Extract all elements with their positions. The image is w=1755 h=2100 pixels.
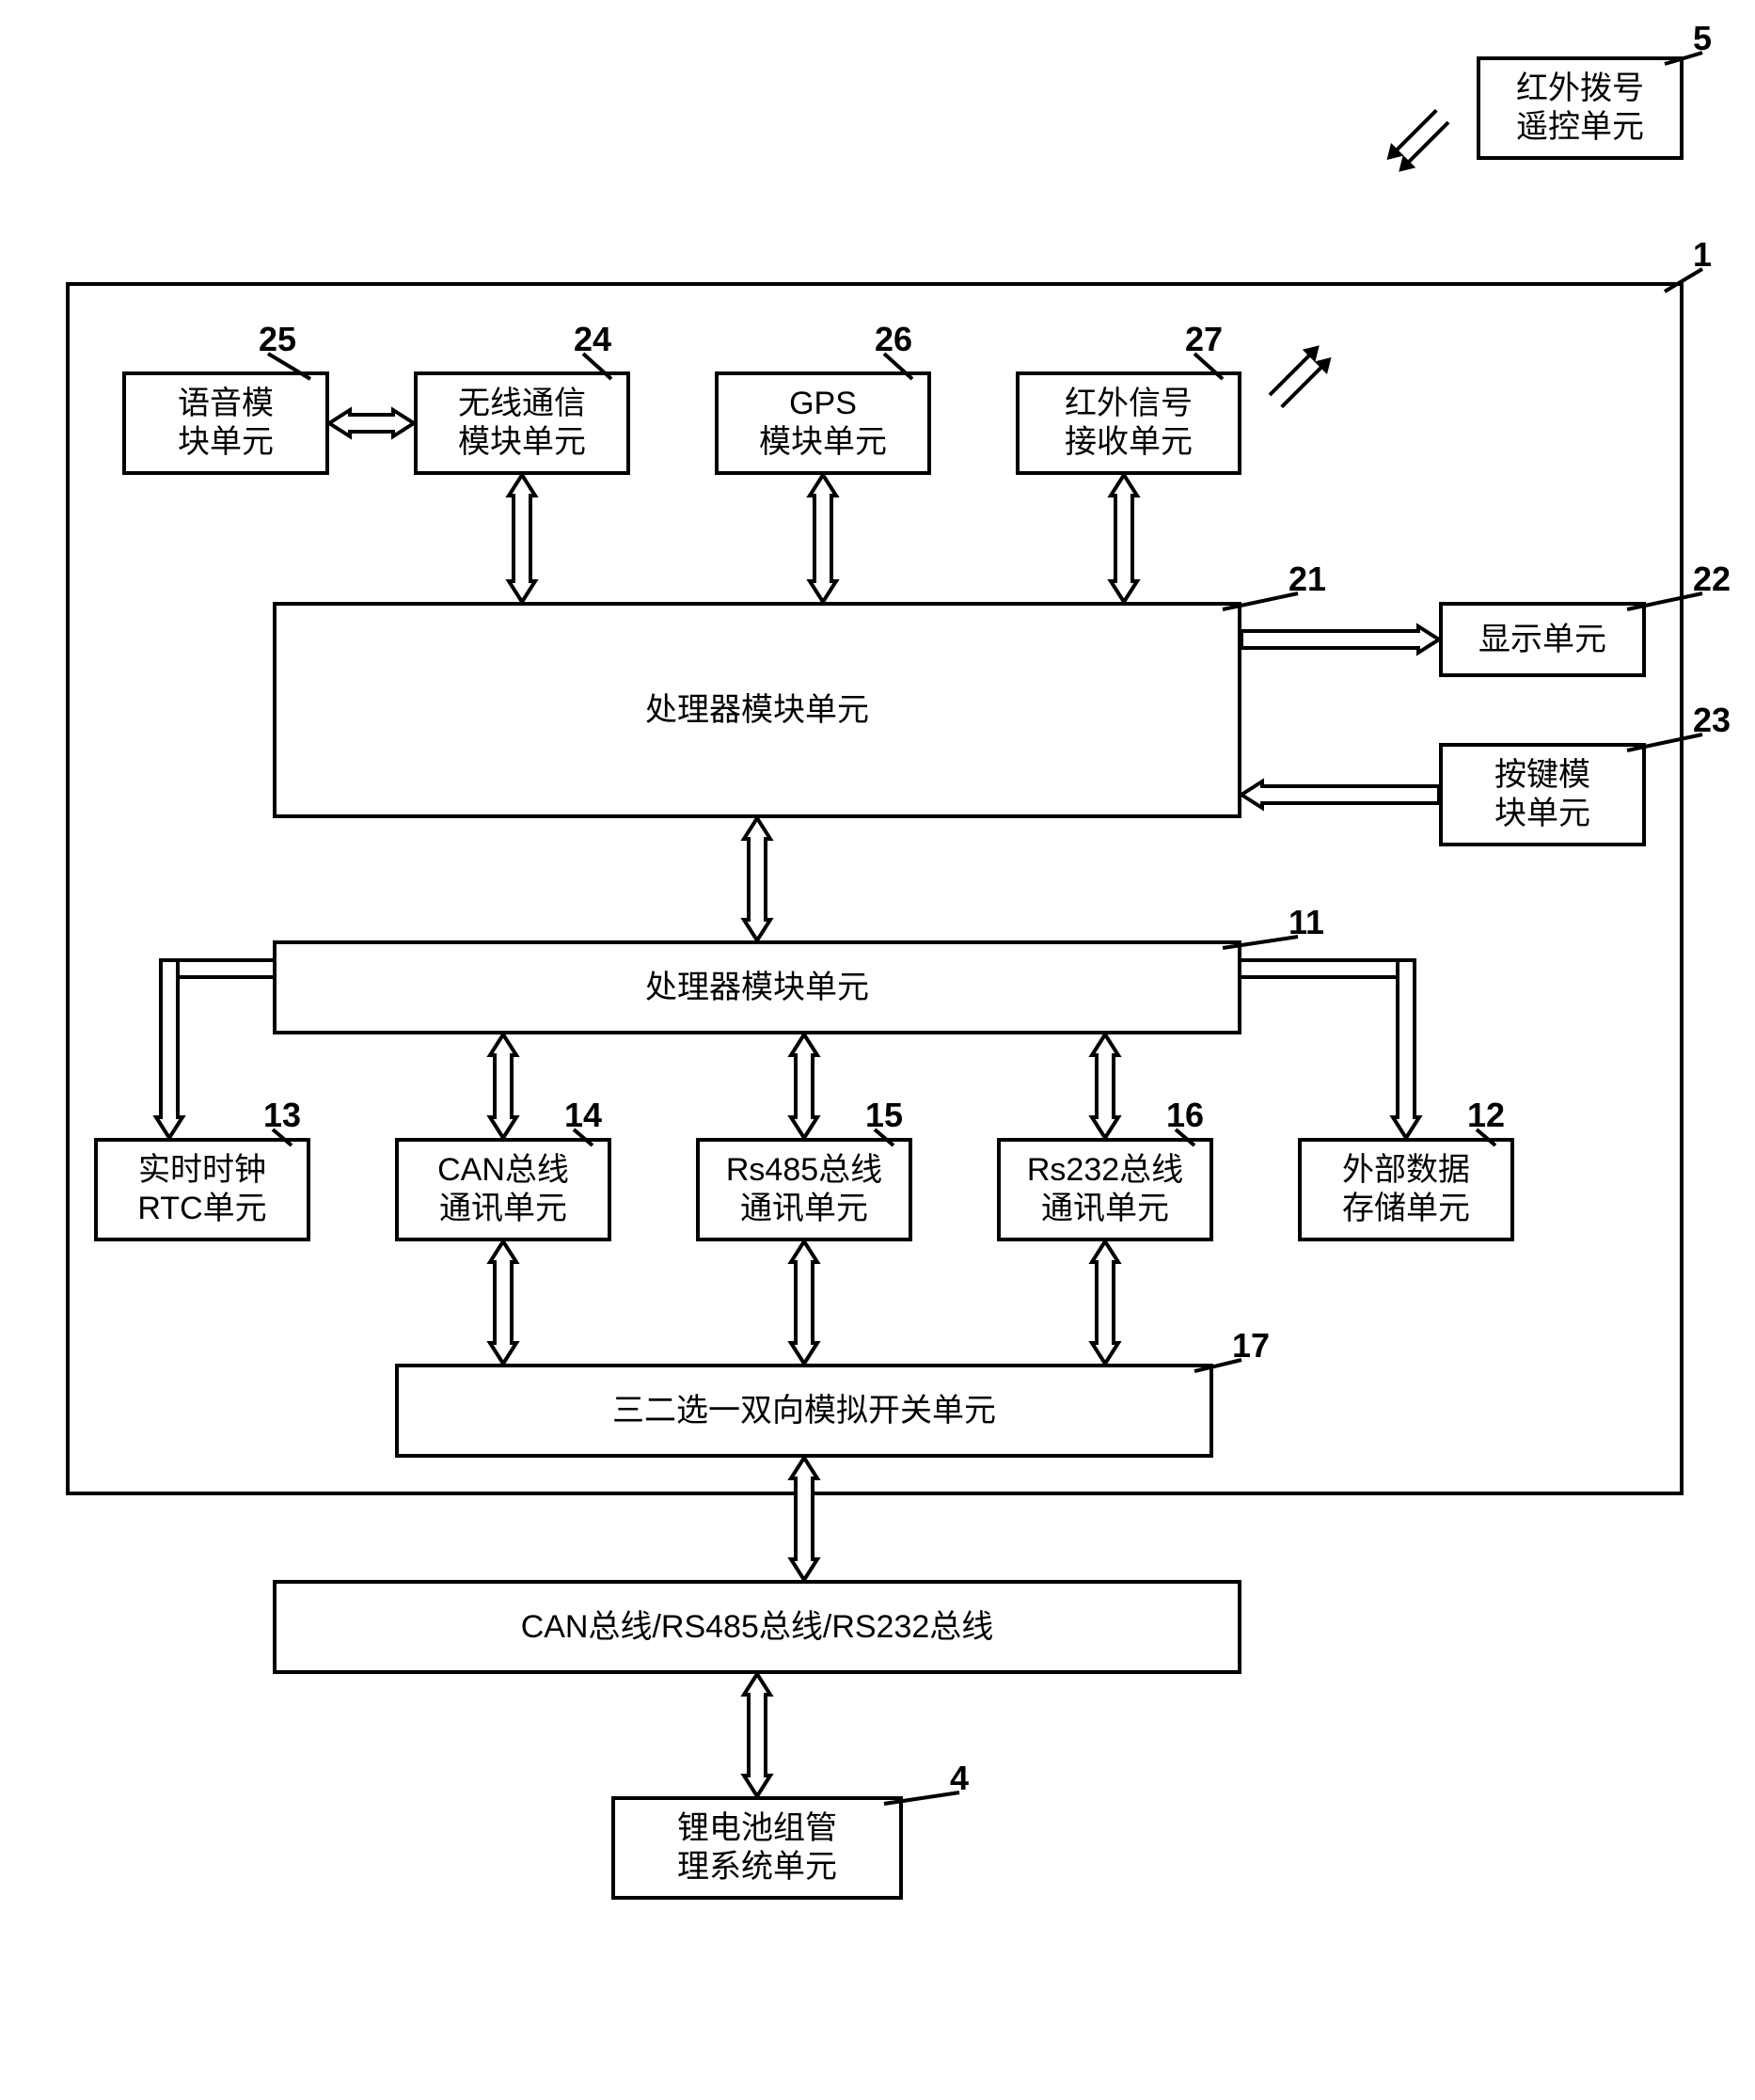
box-label-ext_store: 外部数据 存储单元 bbox=[1342, 1151, 1470, 1228]
box-rs232: Rs232总线 通讯单元 bbox=[997, 1138, 1213, 1241]
ref-label-display: 22 bbox=[1693, 560, 1731, 599]
ref-label-ir_remote: 5 bbox=[1693, 19, 1712, 58]
box-keypad: 按键模 块单元 bbox=[1439, 743, 1646, 846]
box-label-voice: 语音模 块单元 bbox=[178, 385, 274, 462]
ref-label-can: 14 bbox=[564, 1096, 602, 1135]
box-wireless: 无线通信 模块单元 bbox=[414, 371, 630, 475]
ref-label-battery: 4 bbox=[950, 1759, 969, 1798]
ref-label-ext_store: 12 bbox=[1467, 1096, 1505, 1135]
box-proc2: 处理器模块单元 bbox=[273, 940, 1241, 1034]
box-ir_remote: 红外拨号 遥控单元 bbox=[1477, 56, 1684, 160]
box-label-keypad: 按键模 块单元 bbox=[1494, 756, 1590, 833]
box-can: CAN总线 通讯单元 bbox=[395, 1138, 611, 1241]
box-battery: 锂电池组管 理系统单元 bbox=[611, 1796, 903, 1900]
box-label-rs485: Rs485总线 通讯单元 bbox=[726, 1151, 882, 1228]
box-label-battery: 锂电池组管 理系统单元 bbox=[677, 1809, 837, 1887]
ref-label-ir_recv: 27 bbox=[1185, 320, 1223, 359]
ref-label-rs485: 15 bbox=[865, 1096, 903, 1135]
ref-label-rs232: 16 bbox=[1166, 1096, 1204, 1135]
box-label-proc2: 处理器模块单元 bbox=[645, 969, 869, 1007]
arrow-bidir-v bbox=[744, 1674, 770, 1796]
ref-label-proc1: 21 bbox=[1289, 560, 1326, 599]
box-label-display: 显示单元 bbox=[1478, 621, 1606, 659]
box-label-ir_recv: 红外信号 接收单元 bbox=[1065, 385, 1193, 462]
ref-label-container: 1 bbox=[1693, 235, 1712, 275]
box-label-gps: GPS 模块单元 bbox=[759, 385, 887, 462]
ref-label-wireless: 24 bbox=[574, 320, 611, 359]
box-ir_recv: 红外信号 接收单元 bbox=[1016, 371, 1241, 475]
ref-label-gps: 26 bbox=[875, 320, 912, 359]
box-label-switch: 三二选一双向模拟开关单元 bbox=[612, 1392, 996, 1430]
ref-label-voice: 25 bbox=[259, 320, 296, 359]
box-label-ir_remote: 红外拨号 遥控单元 bbox=[1516, 70, 1644, 147]
box-label-can: CAN总线 通讯单元 bbox=[437, 1151, 569, 1228]
box-gps: GPS 模块单元 bbox=[715, 371, 931, 475]
ref-label-rtc: 13 bbox=[263, 1096, 301, 1135]
box-label-proc1: 处理器模块单元 bbox=[645, 691, 869, 730]
box-switch: 三二选一双向模拟开关单元 bbox=[395, 1364, 1213, 1458]
ref-label-switch: 17 bbox=[1232, 1326, 1270, 1366]
box-bus: CAN总线/RS485总线/RS232总线 bbox=[273, 1580, 1241, 1674]
box-ext_store: 外部数据 存储单元 bbox=[1298, 1138, 1514, 1241]
box-label-bus: CAN总线/RS485总线/RS232总线 bbox=[521, 1608, 994, 1647]
box-rs485: Rs485总线 通讯单元 bbox=[696, 1138, 912, 1241]
ref-label-keypad: 23 bbox=[1693, 701, 1731, 740]
box-voice: 语音模 块单元 bbox=[122, 371, 329, 475]
box-rtc: 实时时钟 RTC单元 bbox=[94, 1138, 310, 1241]
box-label-rtc: 实时时钟 RTC单元 bbox=[137, 1151, 266, 1228]
box-label-wireless: 无线通信 模块单元 bbox=[458, 385, 586, 462]
ref-label-proc2: 11 bbox=[1289, 903, 1324, 942]
box-label-rs232: Rs232总线 通讯单元 bbox=[1027, 1151, 1183, 1228]
box-proc1: 处理器模块单元 bbox=[273, 602, 1241, 818]
box-display: 显示单元 bbox=[1439, 602, 1646, 677]
